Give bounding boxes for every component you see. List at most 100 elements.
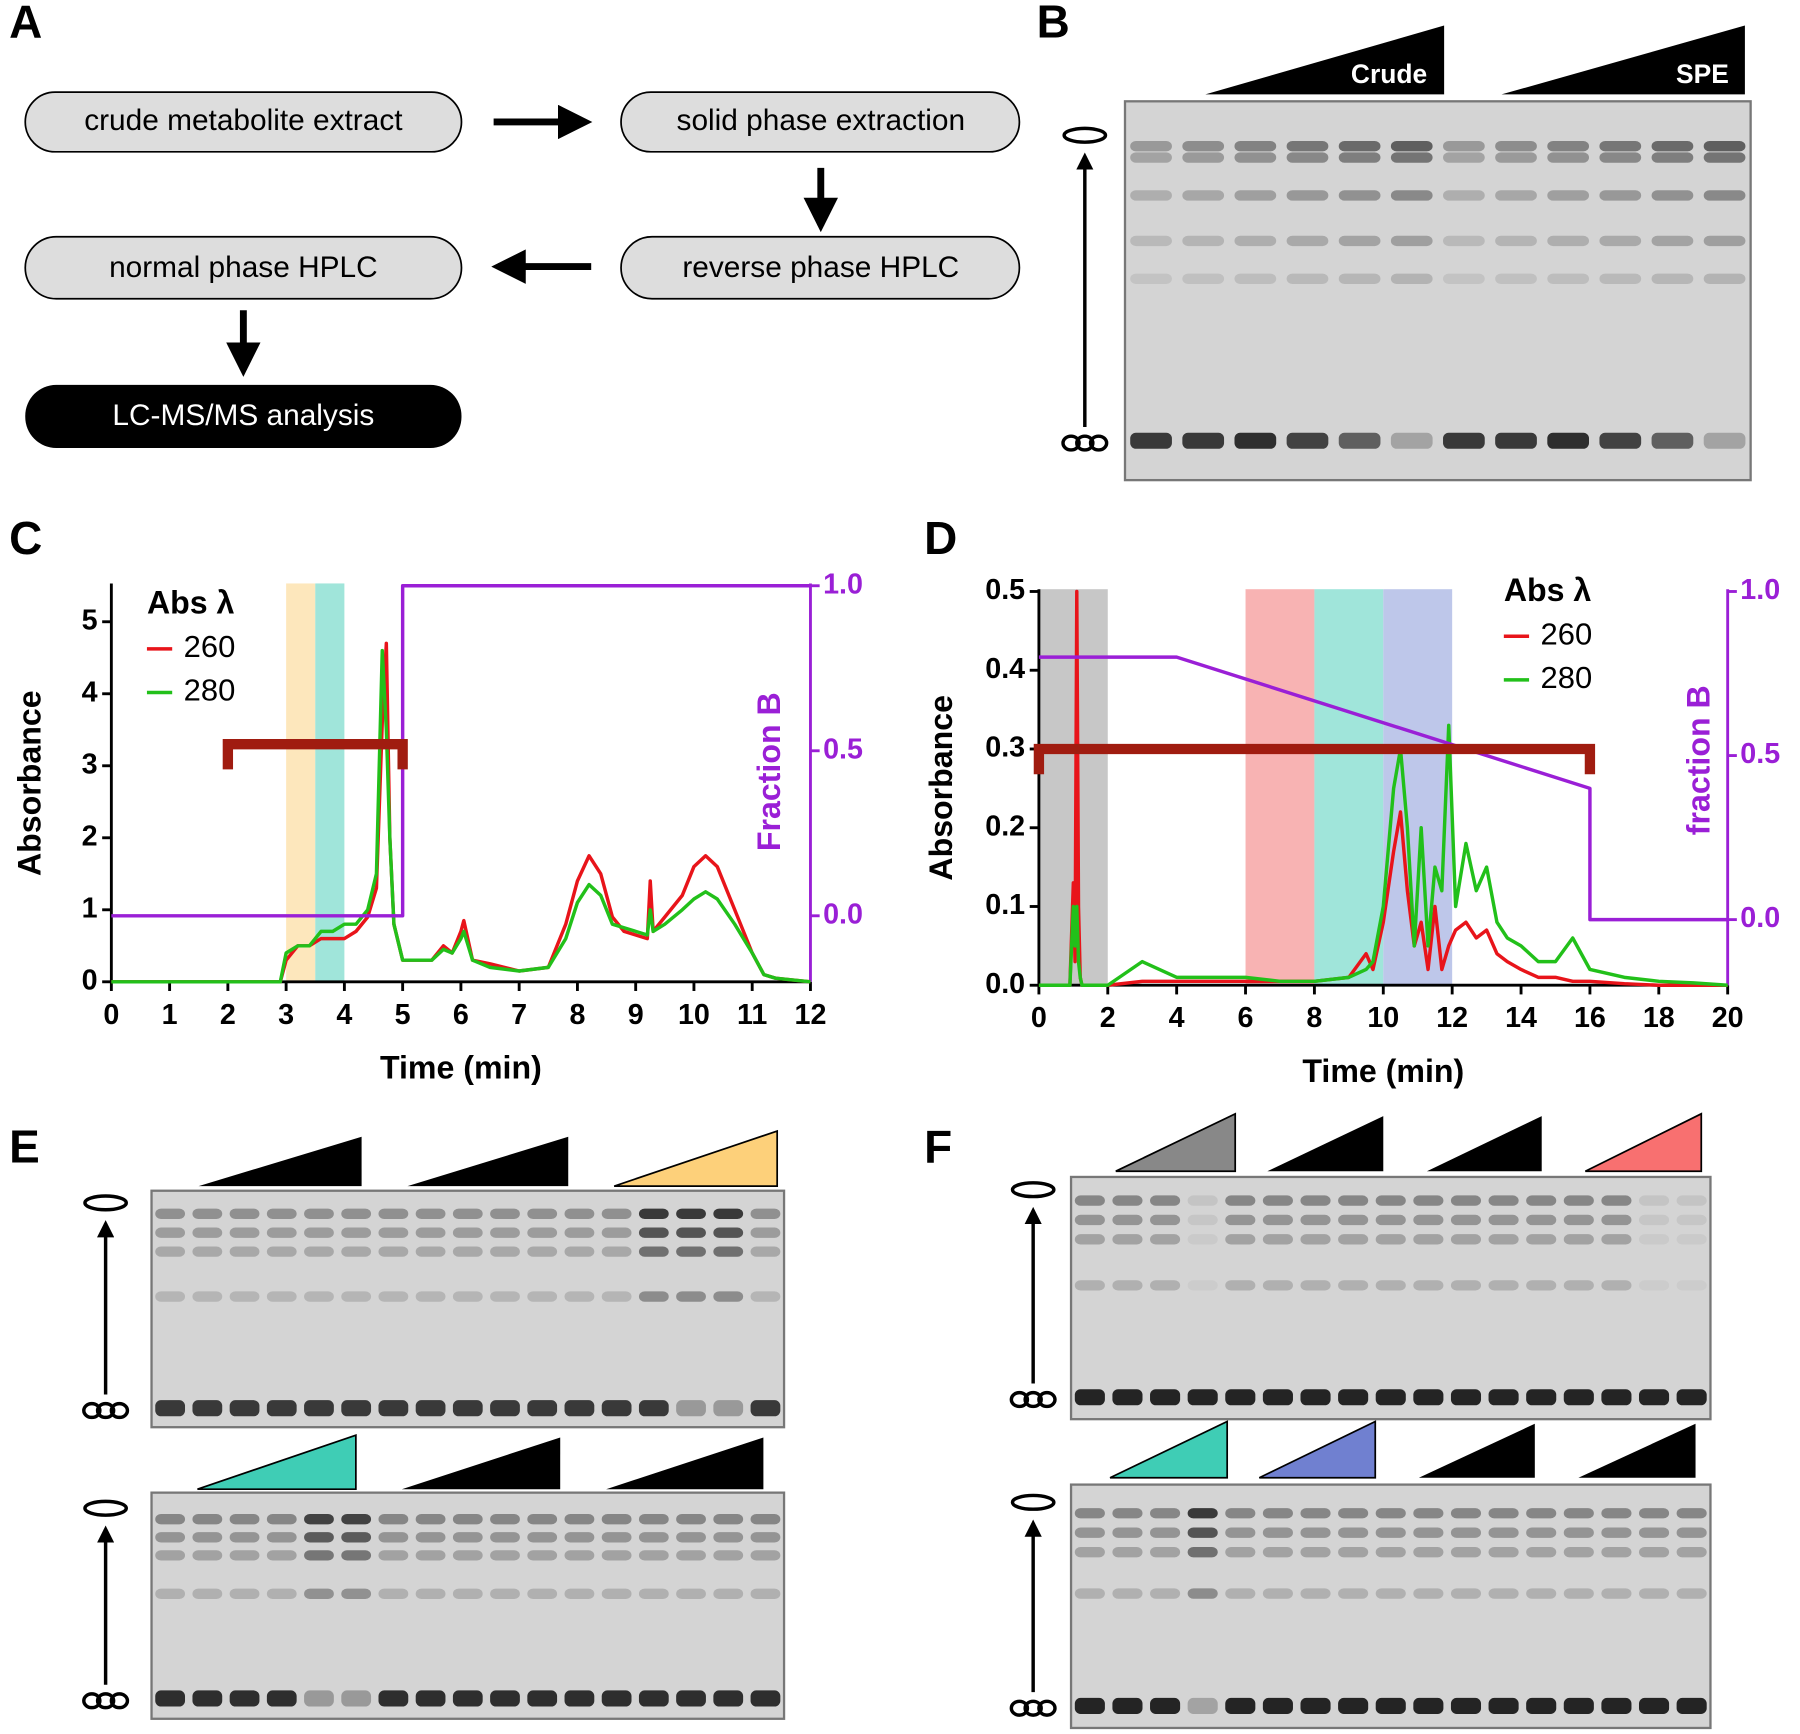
gel-band: [1262, 1588, 1293, 1599]
gel-band: [638, 1227, 669, 1238]
gel-band: [1150, 1214, 1181, 1226]
gel-band: [155, 1550, 186, 1561]
gel-band: [1182, 190, 1225, 201]
gel-band: [341, 1690, 372, 1707]
flowchart: crude metabolite extract solid phase ext…: [24, 91, 1021, 448]
gel-band: [1375, 1389, 1406, 1406]
gel-band: [266, 1588, 297, 1599]
gel-band: [341, 1208, 372, 1219]
gel-band: [750, 1291, 781, 1302]
gel-band: [1375, 1195, 1406, 1206]
gel-band: [1150, 1527, 1181, 1538]
gel-band: [1547, 273, 1590, 284]
gel-band: [1488, 1588, 1519, 1599]
x-tick-label: 6: [1238, 1002, 1254, 1034]
x-tick-label: 10: [678, 999, 710, 1031]
gel-band: [1300, 1234, 1331, 1245]
gel-band: [564, 1246, 595, 1257]
gel-band: [564, 1227, 595, 1238]
flow-node-label: LC-MS/MS analysis: [112, 399, 374, 432]
gel-band: [1495, 235, 1537, 247]
x-tick-label: 10: [1367, 1002, 1399, 1034]
gel-band: [601, 1227, 632, 1238]
gel-band: [1450, 1508, 1482, 1519]
gel-band: [1488, 1547, 1519, 1558]
wedge: [1267, 1116, 1384, 1172]
gel-band: [266, 1532, 297, 1543]
gel-band: [341, 1532, 372, 1543]
flow-node-label: reverse phase HPLC: [682, 251, 959, 284]
flow-node: [620, 91, 1021, 153]
gel-band: [527, 1208, 558, 1219]
gel-band: [1112, 1588, 1143, 1599]
wedge: [1205, 25, 1445, 95]
gel-band: [1703, 152, 1746, 163]
y2-axis-label: fraction B: [1681, 685, 1717, 835]
gel-band: [1286, 235, 1329, 247]
gel-band: [155, 1208, 186, 1219]
gel-band: [1638, 1588, 1670, 1599]
wedge: [1109, 1420, 1229, 1479]
gel-band: [1638, 1389, 1670, 1406]
wedge: [407, 1136, 569, 1187]
gel-band: [1495, 273, 1537, 284]
gel-band: [1262, 1280, 1293, 1291]
gel-band: [1112, 1214, 1143, 1226]
gel-band: [1563, 1389, 1594, 1406]
legend-label: 280: [1541, 660, 1593, 695]
panel-label: B: [1037, 0, 1070, 48]
gel-band: [1074, 1389, 1105, 1406]
gel-band: [527, 1550, 558, 1561]
gel-band: [750, 1532, 781, 1543]
gel-band: [1495, 432, 1537, 449]
gel-band: [415, 1208, 446, 1219]
y-tick-label: 4: [82, 676, 98, 708]
circle-symbol: [1023, 1390, 1043, 1409]
shaded-region: [1245, 589, 1315, 986]
gel-band: [1182, 152, 1225, 163]
gel-band: [1676, 1234, 1707, 1245]
gel-band: [1150, 1588, 1181, 1599]
gel-band: [415, 1588, 446, 1599]
gel-band: [1651, 152, 1694, 163]
gel-band: [378, 1227, 409, 1238]
gel-band: [1225, 1195, 1256, 1206]
gel-band: [1601, 1234, 1632, 1245]
gel-band: [1338, 152, 1381, 163]
gel-band: [1234, 190, 1277, 201]
flow-node: [620, 235, 1021, 300]
gel-band: [638, 1208, 669, 1219]
gel-band: [1676, 1588, 1707, 1599]
gel-band: [676, 1532, 706, 1543]
shaded-region: [286, 583, 316, 982]
gel: [150, 1491, 786, 1720]
gel-band: [527, 1532, 558, 1543]
gel-band: [1526, 1195, 1557, 1206]
gel-band: [378, 1246, 409, 1257]
wedge-label: Crude: [1351, 59, 1427, 89]
y-tick-label: 0.0: [985, 968, 1025, 1000]
gel-band: [1526, 1697, 1557, 1714]
gel-band: [1443, 141, 1485, 152]
gel-band: [1074, 1697, 1105, 1714]
gel-band: [1495, 141, 1537, 152]
gel-band: [1390, 235, 1433, 247]
gel-band: [266, 1690, 297, 1707]
gel-band: [1187, 1234, 1218, 1245]
x-tick-label: 0: [103, 999, 119, 1031]
gel-band: [266, 1550, 297, 1561]
gel-band: [1601, 1214, 1632, 1226]
gel-band: [1375, 1527, 1406, 1538]
flow-node: [25, 384, 462, 448]
gel-band: [1112, 1697, 1143, 1714]
gel-band: [1074, 1527, 1105, 1538]
gel-band: [1413, 1214, 1444, 1226]
y-tick-label: 1: [82, 892, 98, 924]
panel-label: A: [9, 0, 42, 48]
gel-band: [1338, 1527, 1369, 1538]
shaded-region: [1314, 589, 1384, 986]
gel-band: [1300, 1214, 1331, 1226]
y2-axis-label: Fraction B: [751, 692, 787, 851]
gel-band: [676, 1400, 706, 1417]
